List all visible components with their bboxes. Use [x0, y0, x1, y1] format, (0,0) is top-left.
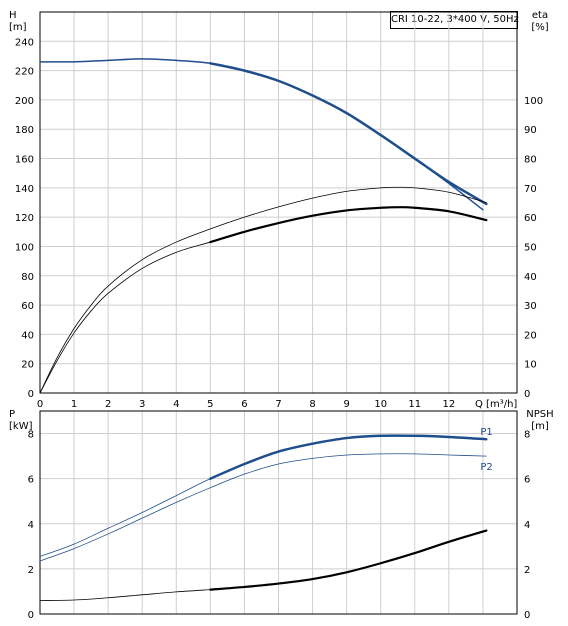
y-axis-title-right: eta: [532, 10, 548, 21]
y-tick-label-right: 2: [524, 565, 530, 576]
curve-top-2: [39, 186, 487, 394]
y-tick-label-right: 20: [524, 330, 537, 341]
curve-top-4: [209, 206, 488, 244]
y-tick-label-left: 20: [21, 360, 34, 371]
x-tick-label: 12: [442, 399, 455, 410]
y-tick-label-right: 50: [524, 242, 537, 253]
y-tick-label-right: 100: [524, 96, 543, 107]
y-axis-title-left: P: [9, 409, 15, 420]
y-axis-unit-left: [m]: [9, 22, 27, 33]
y-tick-label-left: 6: [28, 475, 34, 486]
curve-top-3: [39, 206, 487, 394]
curve-bottom-1: [209, 434, 488, 480]
y-tick-label-right: 70: [524, 184, 537, 195]
plot-frame: [39, 11, 518, 394]
y-tick-label-right: 30: [524, 301, 537, 312]
curve-top-0: [39, 58, 484, 211]
y-axis-unit-right: [%]: [531, 22, 548, 33]
y-axis-unit-right: [m]: [531, 421, 549, 432]
curve-bottom-3: [39, 589, 211, 601]
y-tick-label-right: 40: [524, 272, 537, 283]
y-tick-label-left: 180: [15, 125, 34, 136]
y-tick-label-left: 0: [28, 610, 34, 621]
curve-top-1: [209, 62, 488, 206]
y-tick-label-left: 8: [28, 430, 34, 441]
y-tick-label-right: 8: [524, 430, 530, 441]
y-tick-label-left: 240: [15, 37, 34, 48]
x-tick-label: 1: [71, 399, 77, 410]
series-label-p1: P1: [480, 427, 492, 438]
y-tick-label-left: 60: [21, 301, 34, 312]
x-axis-title: Q [m³/h]: [475, 399, 517, 410]
curve-bottom-4: [209, 529, 488, 591]
y-axis-title-right: NPSH: [526, 409, 553, 420]
y-tick-label-right: 4: [524, 520, 530, 531]
x-tick-label: 4: [173, 399, 179, 410]
y-tick-label-left: 4: [28, 520, 34, 531]
x-tick-label: 0: [37, 399, 43, 410]
x-tick-label: 10: [374, 399, 387, 410]
chart-title-text: CRI 10-22, 3*400 V, 50Hz: [391, 14, 519, 25]
y-tick-label-left: 2: [28, 565, 34, 576]
y-axis-unit-left: [kW]: [9, 421, 33, 432]
curve-bottom-2: [39, 453, 487, 562]
y-tick-label-left: 220: [15, 67, 34, 78]
x-tick-label: 11: [408, 399, 421, 410]
y-tick-label-right: 10: [524, 360, 537, 371]
y-tick-label-right: 90: [524, 125, 537, 136]
series-label-p2: P2: [480, 462, 492, 473]
y-tick-label-right: 80: [524, 155, 537, 166]
x-tick-label: 7: [275, 399, 281, 410]
x-tick-label: 2: [105, 399, 111, 410]
y-tick-label-left: 80: [21, 272, 34, 283]
x-tick-label: 5: [207, 399, 213, 410]
plot-frame: [39, 410, 518, 615]
y-tick-label-left: 0: [28, 389, 34, 400]
y-tick-label-left: 200: [15, 96, 34, 107]
y-tick-label-left: 160: [15, 155, 34, 166]
x-tick-label: 3: [139, 399, 145, 410]
y-tick-label-left: 140: [15, 184, 34, 195]
y-tick-label-left: 40: [21, 330, 34, 341]
y-tick-label-right: 6: [524, 475, 530, 486]
x-tick-label: 6: [241, 399, 247, 410]
y-tick-label-right: 0: [524, 610, 530, 621]
y-tick-label-left: 120: [15, 213, 34, 224]
y-tick-label-left: 100: [15, 242, 34, 253]
y-tick-label-right: 0: [524, 389, 530, 400]
x-tick-label: 8: [309, 399, 315, 410]
y-tick-label-right: 60: [524, 213, 537, 224]
x-tick-label: 9: [343, 399, 349, 410]
y-axis-title-left: H: [9, 10, 17, 21]
